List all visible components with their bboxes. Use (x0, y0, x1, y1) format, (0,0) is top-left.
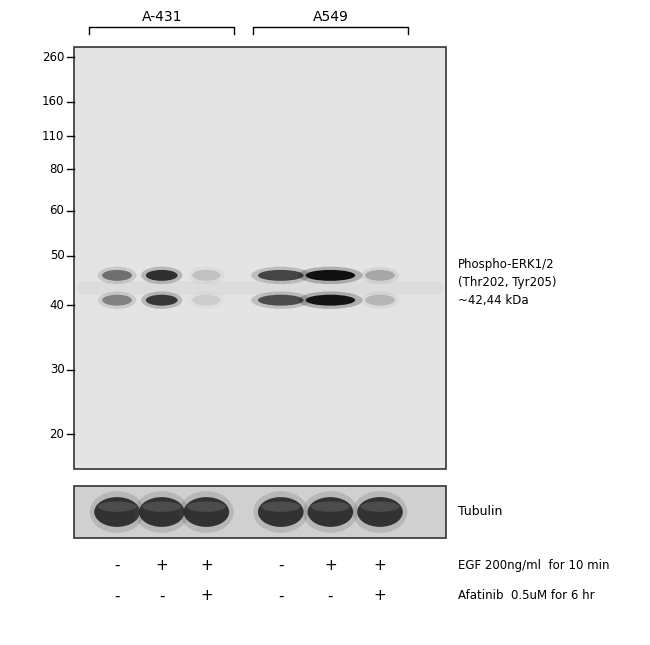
Ellipse shape (139, 497, 185, 527)
Ellipse shape (179, 491, 234, 533)
Ellipse shape (311, 501, 350, 512)
Text: 260: 260 (42, 50, 64, 64)
Ellipse shape (254, 491, 308, 533)
Text: +: + (324, 557, 337, 573)
Text: +: + (200, 557, 213, 573)
Ellipse shape (365, 270, 395, 281)
Ellipse shape (187, 501, 226, 512)
Text: +: + (374, 588, 386, 603)
Text: -: - (278, 557, 283, 573)
Ellipse shape (146, 295, 177, 306)
Ellipse shape (188, 266, 224, 284)
Text: -: - (159, 588, 164, 603)
Ellipse shape (306, 270, 355, 281)
Ellipse shape (141, 292, 183, 309)
Ellipse shape (251, 292, 311, 309)
Text: Tubulin: Tubulin (458, 506, 502, 519)
Bar (74, 47, 447, 469)
Text: 20: 20 (49, 428, 64, 441)
Ellipse shape (183, 497, 229, 527)
Ellipse shape (146, 270, 177, 281)
Text: A-431: A-431 (142, 10, 182, 25)
Text: +: + (374, 557, 386, 573)
Text: +: + (200, 588, 213, 603)
Text: EGF 200ng/ml  for 10 min: EGF 200ng/ml for 10 min (458, 559, 610, 571)
Ellipse shape (258, 295, 304, 306)
Text: 110: 110 (42, 130, 64, 143)
Text: 50: 50 (50, 249, 64, 262)
Ellipse shape (192, 270, 220, 281)
Ellipse shape (258, 497, 304, 527)
Text: 30: 30 (50, 363, 64, 376)
Ellipse shape (258, 270, 304, 281)
Ellipse shape (90, 491, 144, 533)
Bar (74, 486, 447, 539)
Ellipse shape (192, 295, 220, 306)
Ellipse shape (98, 266, 136, 284)
Text: -: - (114, 588, 120, 603)
Ellipse shape (102, 270, 132, 281)
Ellipse shape (98, 292, 136, 309)
Ellipse shape (135, 491, 189, 533)
Ellipse shape (306, 295, 355, 306)
Ellipse shape (352, 491, 408, 533)
Ellipse shape (141, 266, 183, 284)
Ellipse shape (357, 497, 403, 527)
Ellipse shape (298, 266, 363, 284)
Text: -: - (328, 588, 333, 603)
Text: 40: 40 (49, 299, 64, 312)
Ellipse shape (142, 501, 181, 512)
Text: 160: 160 (42, 95, 64, 108)
Ellipse shape (251, 266, 311, 284)
Text: 80: 80 (50, 163, 64, 175)
Ellipse shape (102, 295, 132, 306)
Ellipse shape (307, 497, 353, 527)
Ellipse shape (303, 491, 358, 533)
Ellipse shape (188, 292, 224, 309)
Text: +: + (155, 557, 168, 573)
Text: 60: 60 (49, 204, 64, 217)
Text: -: - (114, 557, 120, 573)
Text: A549: A549 (313, 10, 348, 25)
Text: Phospho-ERK1/2
(Thr202, Tyr205)
~42,44 kDa: Phospho-ERK1/2 (Thr202, Tyr205) ~42,44 k… (458, 258, 557, 307)
Ellipse shape (261, 501, 300, 512)
Text: -: - (278, 588, 283, 603)
Ellipse shape (298, 292, 363, 309)
Ellipse shape (365, 295, 395, 306)
Text: Afatinib  0.5uM for 6 hr: Afatinib 0.5uM for 6 hr (458, 590, 595, 602)
Ellipse shape (94, 497, 140, 527)
Ellipse shape (98, 501, 136, 512)
Ellipse shape (361, 501, 399, 512)
Ellipse shape (361, 292, 399, 309)
Ellipse shape (361, 266, 399, 284)
